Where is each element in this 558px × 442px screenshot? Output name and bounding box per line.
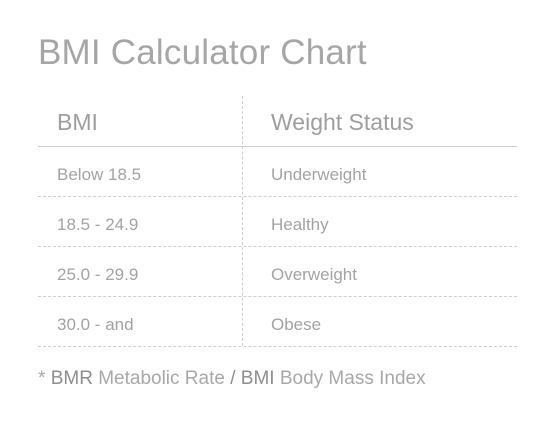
footnote-term-bmr: BMR (50, 368, 93, 389)
weight-status-cell: Healthy (271, 214, 329, 234)
weight-status-cell: Underweight (271, 164, 367, 184)
bmi-range-cell: 25.0 - 29.9 (57, 264, 139, 284)
table-row: 25.0 - 29.9 Overweight (38, 247, 517, 297)
page-title: BMI Calculator Chart (38, 33, 367, 72)
footnote-term-bmi: BMI (235, 368, 275, 389)
table-row: 18.5 - 24.9 Healthy (38, 197, 517, 247)
bmi-table: BMI Weight Status Below 18.5 Underweight… (38, 96, 517, 347)
column-divider (242, 96, 243, 346)
weight-status-cell: Overweight (271, 264, 357, 284)
table-header-row: BMI Weight Status (38, 96, 517, 147)
table-row: Below 18.5 Underweight (38, 147, 517, 197)
bmi-range-cell: 30.0 - and (57, 314, 134, 334)
header-bmi: BMI (57, 108, 98, 135)
footnote-separator: / (230, 368, 236, 389)
footnote-desc-bmr: Metabolic Rate (92, 368, 231, 389)
footnote-desc-bmi: Body Mass Index (274, 368, 426, 389)
bmi-range-cell: 18.5 - 24.9 (57, 214, 139, 234)
table-row: 30.0 - and Obese (38, 297, 517, 347)
footnote-prefix: * (38, 368, 51, 389)
weight-status-cell: Obese (271, 314, 322, 334)
bmi-range-cell: Below 18.5 (57, 164, 142, 184)
header-weight-status: Weight Status (271, 108, 414, 135)
footnote: * BMR Metabolic Rate / BMI Body Mass Ind… (38, 368, 426, 390)
